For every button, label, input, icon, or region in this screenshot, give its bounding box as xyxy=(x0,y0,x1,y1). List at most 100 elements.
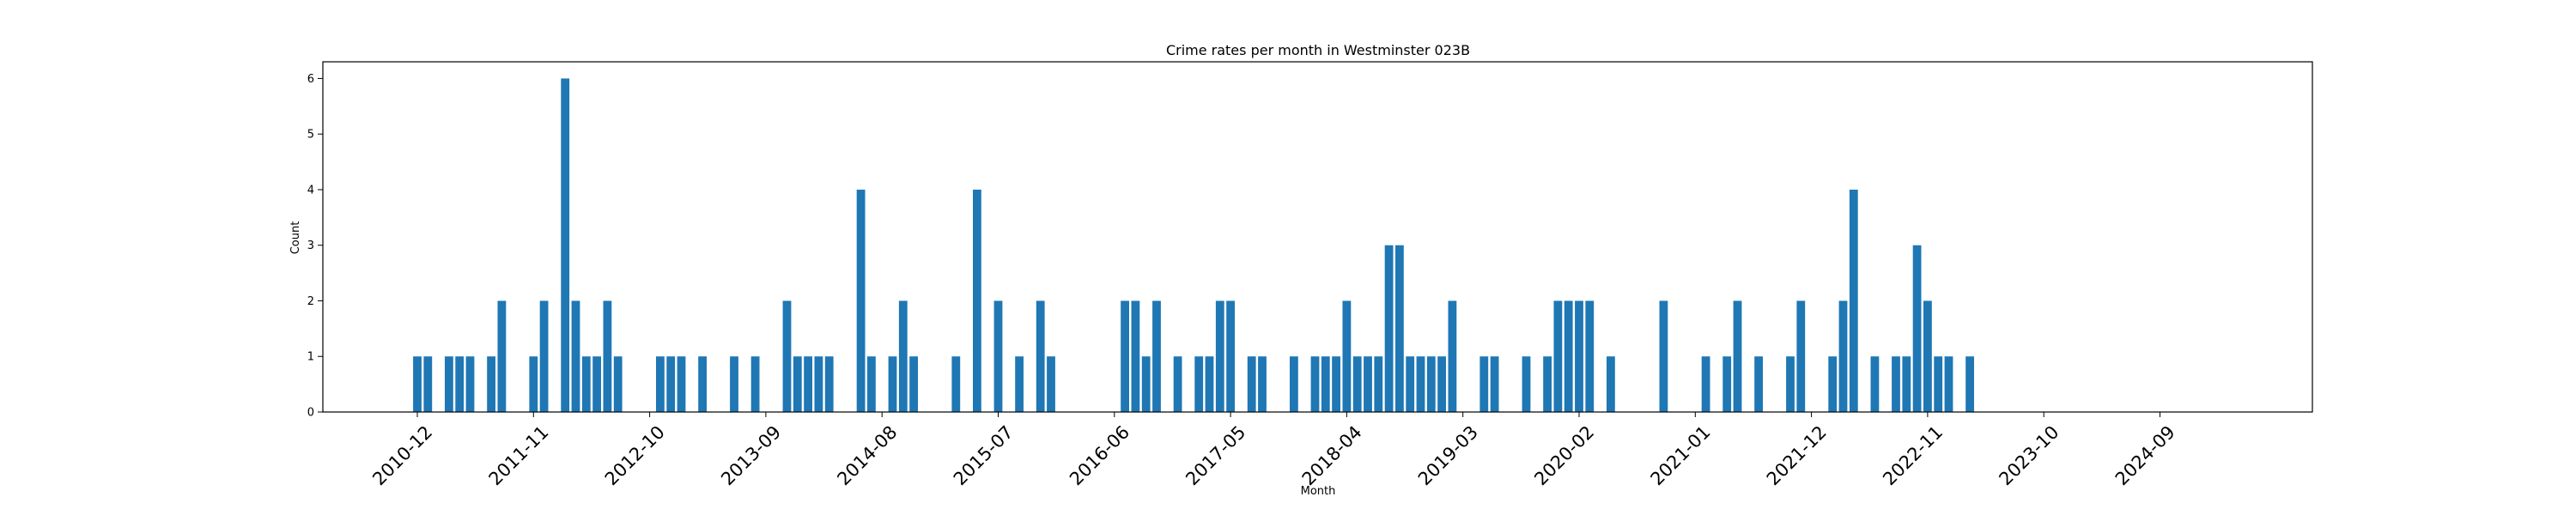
bar-2012-03 xyxy=(571,300,580,412)
y-tick-label: 4 xyxy=(307,184,314,197)
y-axis: 0 1 2 3 4 5 6 xyxy=(307,73,323,420)
bar-2012-04 xyxy=(581,356,591,412)
bar-2016-12 xyxy=(1173,356,1182,412)
bar-2015-07 xyxy=(993,300,1003,412)
bar-2016-10 xyxy=(1152,300,1161,412)
bar-2011-11 xyxy=(529,356,538,412)
bar-2014-03 xyxy=(824,356,834,412)
bar-2016-07 xyxy=(1121,300,1129,412)
bar-2011-04 xyxy=(455,356,465,412)
bar-2011-12 xyxy=(539,300,549,412)
bar-2019-01 xyxy=(1437,356,1446,412)
bar-2018-03 xyxy=(1332,356,1340,412)
bar-2012-02 xyxy=(561,78,570,413)
bar-2015-12 xyxy=(1047,356,1055,412)
bar-2018-07 xyxy=(1374,356,1383,412)
bar-2022-06 xyxy=(1870,356,1880,412)
bar-2018-02 xyxy=(1321,356,1330,412)
y-axis-label: Count xyxy=(289,221,302,255)
bar-2017-02 xyxy=(1194,356,1204,412)
x-axis-label: Month xyxy=(1301,485,1336,498)
bar-2021-02 xyxy=(1701,356,1710,412)
bar-2018-09 xyxy=(1395,245,1404,412)
bar-2014-07 xyxy=(867,356,876,412)
bar-2022-04 xyxy=(1849,189,1858,412)
bar-2021-05 xyxy=(1733,300,1742,412)
plot-area-frame xyxy=(322,61,2313,413)
bar-2015-09 xyxy=(1015,356,1024,412)
y-tick-label: 6 xyxy=(307,73,314,86)
bar-2023-01 xyxy=(1944,356,1953,412)
bar-2022-10 xyxy=(1912,245,1922,412)
bar-2017-07 xyxy=(1247,356,1256,412)
bar-2013-01 xyxy=(677,356,686,412)
bar-2020-03 xyxy=(1585,300,1595,412)
bar-2013-08 xyxy=(750,356,760,412)
bar-2021-11 xyxy=(1796,300,1806,412)
bar-2019-12 xyxy=(1553,300,1563,412)
bar-2018-06 xyxy=(1364,356,1372,412)
bar-2018-10 xyxy=(1406,356,1415,412)
bar-2022-11 xyxy=(1923,300,1932,412)
bar-2018-08 xyxy=(1384,245,1394,412)
bar-2012-05 xyxy=(592,356,601,412)
bar-2014-09 xyxy=(888,356,897,412)
bar-2020-01 xyxy=(1564,300,1573,412)
bar-2018-01 xyxy=(1310,356,1320,412)
bar-2012-07 xyxy=(613,356,623,412)
bar-2019-05 xyxy=(1479,356,1489,412)
bar-2020-02 xyxy=(1575,300,1583,412)
y-tick-label: 5 xyxy=(307,129,314,142)
bar-2017-03 xyxy=(1205,356,1214,412)
bar-2019-11 xyxy=(1543,356,1552,412)
bars-layer xyxy=(413,78,1974,413)
bar-2014-02 xyxy=(814,356,823,412)
bar-2016-09 xyxy=(1141,356,1151,412)
bar-2021-04 xyxy=(1722,356,1732,412)
bar-2010-12 xyxy=(413,356,422,412)
bar-2022-02 xyxy=(1828,356,1838,412)
bar-2019-02 xyxy=(1448,300,1457,412)
bar-2011-07 xyxy=(487,356,495,412)
bar-2015-05 xyxy=(973,189,981,412)
bar-2015-03 xyxy=(951,356,961,412)
bar-2017-04 xyxy=(1215,300,1224,412)
bar-2019-06 xyxy=(1490,356,1499,412)
bar-2014-01 xyxy=(804,356,812,412)
chart-title: Crime rates per month in Westminster 023… xyxy=(1166,42,1470,58)
bar-2020-05 xyxy=(1607,356,1615,412)
y-tick-label: 1 xyxy=(307,351,314,364)
bar-2018-04 xyxy=(1342,300,1352,412)
bar-2018-12 xyxy=(1426,356,1436,412)
bar-2022-12 xyxy=(1934,356,1943,412)
bar-2013-03 xyxy=(698,356,707,412)
bar-2022-03 xyxy=(1838,300,1848,412)
bar-2017-05 xyxy=(1226,300,1235,412)
bar-2015-11 xyxy=(1036,300,1045,412)
bar-2017-08 xyxy=(1258,356,1267,412)
bar-2017-11 xyxy=(1290,356,1298,412)
bar-2014-11 xyxy=(909,356,918,412)
bar-2018-11 xyxy=(1416,356,1425,412)
bar-2011-03 xyxy=(445,356,453,412)
bar-2021-10 xyxy=(1786,356,1795,412)
bar-2012-06 xyxy=(603,300,612,412)
y-tick-label: 0 xyxy=(307,407,314,420)
bar-2013-12 xyxy=(793,356,802,412)
bar-2013-06 xyxy=(730,356,738,412)
bar-2011-08 xyxy=(497,300,507,412)
bar-2011-01 xyxy=(423,356,433,412)
bar-2018-05 xyxy=(1352,356,1362,412)
bar-2019-09 xyxy=(1522,356,1531,412)
bar-2014-10 xyxy=(898,300,908,412)
bar-2022-08 xyxy=(1892,356,1900,412)
bar-2014-06 xyxy=(856,189,866,412)
bar-2012-11 xyxy=(656,356,665,412)
bar-2023-03 xyxy=(1965,356,1974,412)
bar-2012-12 xyxy=(666,356,676,412)
bar-2021-07 xyxy=(1754,356,1763,412)
bar-2020-10 xyxy=(1659,300,1668,412)
bar-2011-05 xyxy=(465,356,475,412)
